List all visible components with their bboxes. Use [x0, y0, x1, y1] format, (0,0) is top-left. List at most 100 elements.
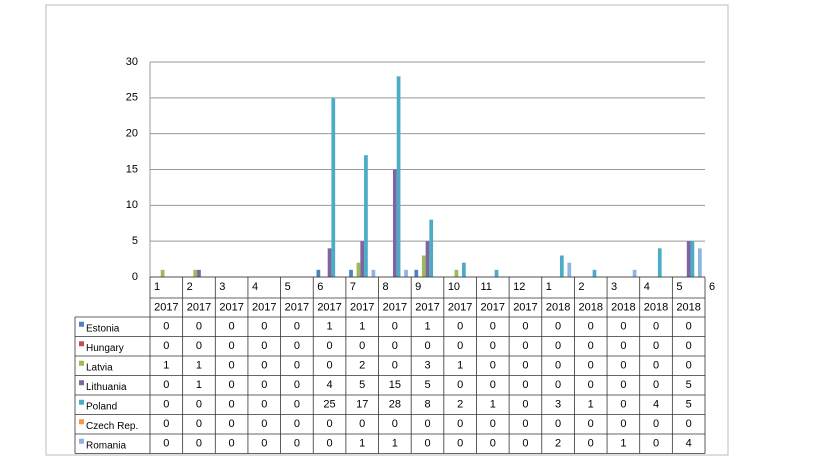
- table-cell: 0: [229, 418, 235, 430]
- table-cell: 0: [326, 418, 332, 430]
- month-label: 2: [578, 281, 584, 293]
- table-cell: 0: [620, 418, 626, 430]
- table-cell: 0: [294, 360, 300, 372]
- table-cell: 0: [163, 321, 169, 333]
- table-cell: 1: [326, 321, 332, 333]
- table-cell: 0: [196, 418, 202, 430]
- table-cell: 0: [457, 418, 463, 430]
- table-cell: 0: [653, 438, 659, 450]
- y-tick-label: 25: [126, 92, 138, 104]
- bar: [327, 248, 332, 277]
- legend-label: Latvia: [86, 362, 113, 373]
- table-cell: 1: [196, 379, 202, 391]
- month-label: 1: [546, 281, 552, 293]
- month-label: 2: [187, 281, 193, 293]
- legend-swatch: [79, 321, 84, 327]
- table-cell: 0: [457, 340, 463, 352]
- legend-label: Lithuania: [86, 382, 127, 393]
- table-cell: 0: [424, 340, 430, 352]
- bar: [632, 269, 637, 277]
- bar: [364, 155, 368, 277]
- bar: [193, 269, 198, 277]
- table-cell: 0: [294, 379, 300, 391]
- bar: [371, 269, 376, 277]
- table-cell: 1: [359, 321, 365, 333]
- table-cell: 0: [359, 418, 365, 430]
- bar: [494, 269, 499, 277]
- month-label: 3: [219, 281, 225, 293]
- legend-label: Poland: [86, 401, 117, 412]
- x-tick-label: 2017: [285, 301, 309, 313]
- bar: [559, 255, 564, 277]
- table-cell: 0: [326, 438, 332, 450]
- bar: [690, 241, 695, 277]
- table-cell: 0: [196, 438, 202, 450]
- legend-swatch: [79, 380, 84, 386]
- table-cell: 1: [457, 360, 463, 372]
- table-cell: 15: [389, 379, 401, 391]
- table-cell: 0: [261, 360, 267, 372]
- bar: [425, 241, 430, 277]
- table-cell: 0: [686, 418, 692, 430]
- month-label: 1: [154, 281, 160, 293]
- x-tick-label: 2017: [415, 301, 439, 313]
- bar: [454, 269, 459, 277]
- table-cell: 0: [294, 321, 300, 333]
- table-cell: 0: [424, 418, 430, 430]
- table-cell: 5: [424, 379, 430, 391]
- legend-label: Romania: [86, 440, 126, 451]
- table-cell: 0: [326, 360, 332, 372]
- table-cell: 4: [653, 399, 659, 411]
- month-label: 11: [480, 281, 491, 293]
- table-cell: 0: [653, 379, 659, 391]
- table-cell: 0: [653, 360, 659, 372]
- table-cell: 0: [620, 399, 626, 411]
- bar: [414, 269, 419, 277]
- month-label: 5: [676, 281, 682, 293]
- table-cell: 0: [229, 379, 235, 391]
- bar: [421, 255, 426, 277]
- table-cell: 3: [555, 399, 561, 411]
- x-tick-label: 2018: [578, 301, 602, 313]
- bar: [197, 269, 201, 277]
- table-cell: 0: [261, 399, 267, 411]
- table-cell: 0: [620, 340, 626, 352]
- y-tick-label: 10: [126, 199, 138, 211]
- x-tick-label: 2017: [317, 301, 341, 313]
- table-cell: 0: [392, 418, 398, 430]
- bar: [392, 169, 397, 277]
- table-cell: 0: [522, 418, 528, 430]
- table-cell: 0: [229, 399, 235, 411]
- table-cell: 0: [588, 340, 594, 352]
- table-cell: 0: [163, 418, 169, 430]
- table-cell: 2: [359, 360, 365, 372]
- x-tick-label: 2017: [219, 301, 243, 313]
- month-label: 6: [317, 281, 323, 293]
- bar: [360, 241, 365, 277]
- month-label: 8: [383, 281, 389, 293]
- table-cell: 5: [359, 379, 365, 391]
- table-cell: 0: [294, 340, 300, 352]
- table-cell: 0: [457, 379, 463, 391]
- legend-swatch: [79, 399, 84, 405]
- table-cell: 0: [620, 360, 626, 372]
- x-tick-label: 2017: [187, 301, 211, 313]
- bar: [686, 241, 691, 277]
- table-cell: 0: [653, 418, 659, 430]
- x-tick-label: 2017: [481, 301, 505, 313]
- table-cell: 0: [522, 379, 528, 391]
- table-cell: 0: [555, 360, 561, 372]
- bar: [429, 219, 434, 277]
- table-cell: 5: [686, 399, 692, 411]
- table-cell: 0: [163, 340, 169, 352]
- table-cell: 0: [229, 340, 235, 352]
- table-cell: 0: [392, 340, 398, 352]
- table-cell: 0: [522, 321, 528, 333]
- x-tick-label: 2017: [350, 301, 374, 313]
- table-cell: 0: [229, 360, 235, 372]
- table-cell: 0: [457, 438, 463, 450]
- month-label: 9: [415, 281, 421, 293]
- bar: [331, 97, 336, 277]
- table-cell: 0: [555, 321, 561, 333]
- bar: [396, 76, 401, 277]
